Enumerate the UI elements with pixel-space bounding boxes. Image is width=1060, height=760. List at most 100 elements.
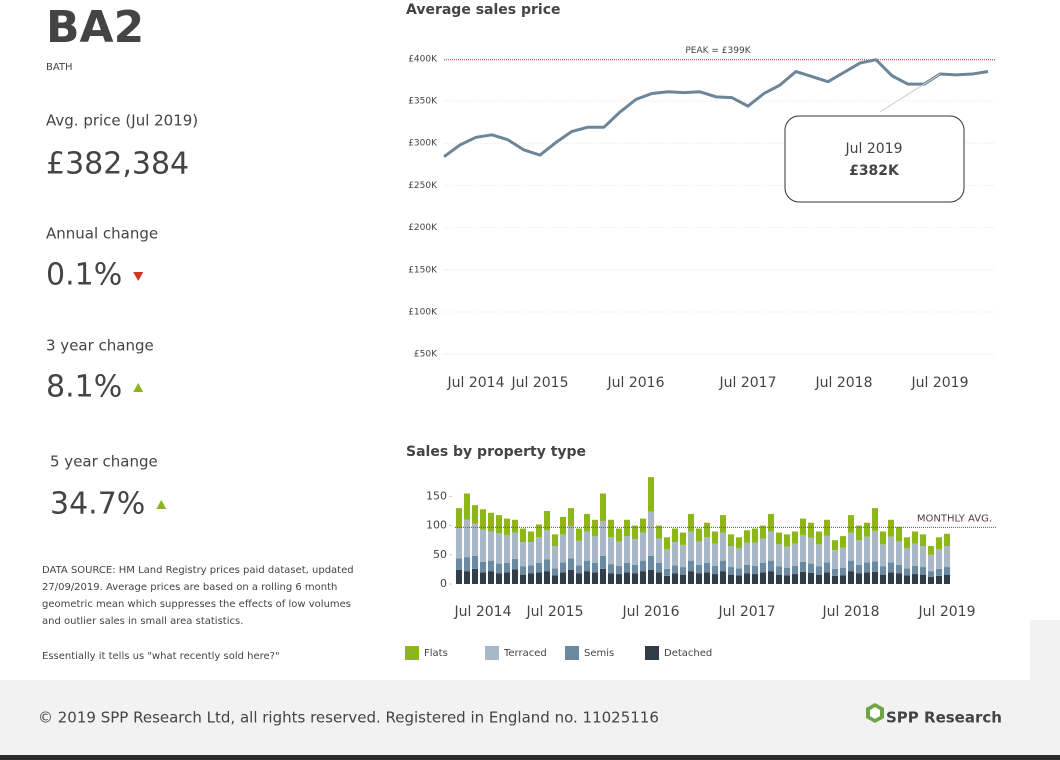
bar-segment xyxy=(551,534,559,547)
bar-segment xyxy=(575,573,583,584)
bar-segment xyxy=(535,562,543,573)
bar-segment xyxy=(503,572,511,584)
side-strip xyxy=(1030,620,1060,680)
monthly-avg-label: MONTHLY AVG. xyxy=(917,513,992,524)
bar-segment xyxy=(591,536,599,563)
kpi-value: £382,384 xyxy=(46,147,189,182)
bar-segment xyxy=(679,532,687,545)
bar-segment xyxy=(543,559,551,572)
bar-segment xyxy=(743,542,751,565)
bar-segment xyxy=(663,568,671,576)
bar-segment xyxy=(799,571,807,584)
bar-segment xyxy=(583,513,591,532)
bar-segment xyxy=(911,543,919,566)
bar-segment xyxy=(911,574,919,584)
bar-segment xyxy=(655,525,663,539)
bar-segment xyxy=(887,519,895,537)
kpi-label: Avg. price (Jul 2019) xyxy=(46,112,198,130)
bar-segment xyxy=(559,562,567,573)
bar-segment xyxy=(591,519,599,537)
bar-segment xyxy=(791,565,799,575)
bar-segment xyxy=(863,572,871,584)
bar-segment xyxy=(559,534,567,563)
bar-segment xyxy=(511,558,519,570)
bar-segment xyxy=(543,530,551,560)
kpi-label: 5 year change xyxy=(50,453,158,471)
bar-segment xyxy=(487,512,495,532)
legend-label: Flats xyxy=(424,648,448,659)
bar-segment xyxy=(631,525,639,540)
bar-segment xyxy=(727,534,735,547)
bar-segment xyxy=(567,569,575,584)
y-tick-label: 100 xyxy=(426,519,447,532)
bar-segment xyxy=(463,557,471,572)
bar-segment xyxy=(567,558,575,570)
bar-segment xyxy=(927,546,935,555)
bar-segment xyxy=(823,535,831,563)
bar-segment xyxy=(759,562,767,573)
bar-segment xyxy=(479,572,487,584)
bar-segment xyxy=(743,564,751,574)
bar-segment xyxy=(511,532,519,559)
x-tick-label: Jul 2018 xyxy=(815,375,873,391)
bar-segment xyxy=(871,571,879,584)
x-tick-label: Jul 2017 xyxy=(719,375,777,391)
footer-copyright: © 2019 SPP Research Ltd, all rights rese… xyxy=(38,709,659,727)
bar-segment xyxy=(639,560,647,572)
bar-segment xyxy=(919,546,927,568)
bar-segment xyxy=(919,574,927,584)
bar-segment xyxy=(511,519,519,533)
bar-segment xyxy=(703,537,711,563)
bar-segment xyxy=(527,531,535,542)
bar-segment xyxy=(615,528,623,542)
bar-segment xyxy=(471,568,479,584)
bar-segment xyxy=(695,573,703,584)
bar-segment xyxy=(639,532,647,561)
callout-value: £382K xyxy=(849,163,900,179)
bar-segment xyxy=(567,526,575,559)
bar-segment xyxy=(559,572,567,584)
bar-segment xyxy=(479,561,487,573)
bar-segment xyxy=(895,573,903,584)
bar-segment xyxy=(671,528,679,542)
bar-segment xyxy=(767,531,775,561)
brand-name: SPP Research xyxy=(886,709,1002,727)
bar-segment xyxy=(623,572,631,584)
bar-segment xyxy=(735,568,743,576)
bar-segment xyxy=(759,525,767,539)
bar-segment xyxy=(839,567,847,576)
bar-segment xyxy=(599,520,607,556)
kpi-label: Annual change xyxy=(46,225,158,243)
bar-segment xyxy=(927,554,935,572)
bar-segment xyxy=(719,560,727,572)
bar-segment xyxy=(711,543,719,566)
legend-swatch xyxy=(645,646,659,660)
trend-arrow xyxy=(133,383,144,392)
bar-segment xyxy=(815,544,823,567)
x-tick-label: Jul 2015 xyxy=(526,604,584,620)
x-tick-label: Jul 2016 xyxy=(622,604,680,620)
bar-segment xyxy=(559,516,567,535)
bar-segment xyxy=(855,525,863,541)
bar-segment xyxy=(503,562,511,573)
bar-segment xyxy=(607,519,615,538)
bar-segment xyxy=(767,571,775,584)
bar-segment xyxy=(887,562,895,573)
bar-segment xyxy=(615,574,623,584)
bar-segment xyxy=(583,571,591,584)
bar-segment xyxy=(815,574,823,584)
bar-segment xyxy=(503,534,511,563)
summary-note: Essentially it tells us "what recently s… xyxy=(42,651,280,662)
bar-segment xyxy=(655,538,663,563)
bar-segment xyxy=(599,555,607,569)
x-tick-label: Jul 2019 xyxy=(911,375,969,391)
bar-segment xyxy=(543,511,551,531)
y-tick-label: 0 xyxy=(440,577,447,590)
bar-segment xyxy=(623,519,631,537)
x-tick-label: Jul 2018 xyxy=(822,604,880,620)
bar-segment xyxy=(815,566,823,575)
bar-segment xyxy=(655,562,663,573)
bar-segment xyxy=(567,508,575,527)
bar-segment xyxy=(631,573,639,584)
